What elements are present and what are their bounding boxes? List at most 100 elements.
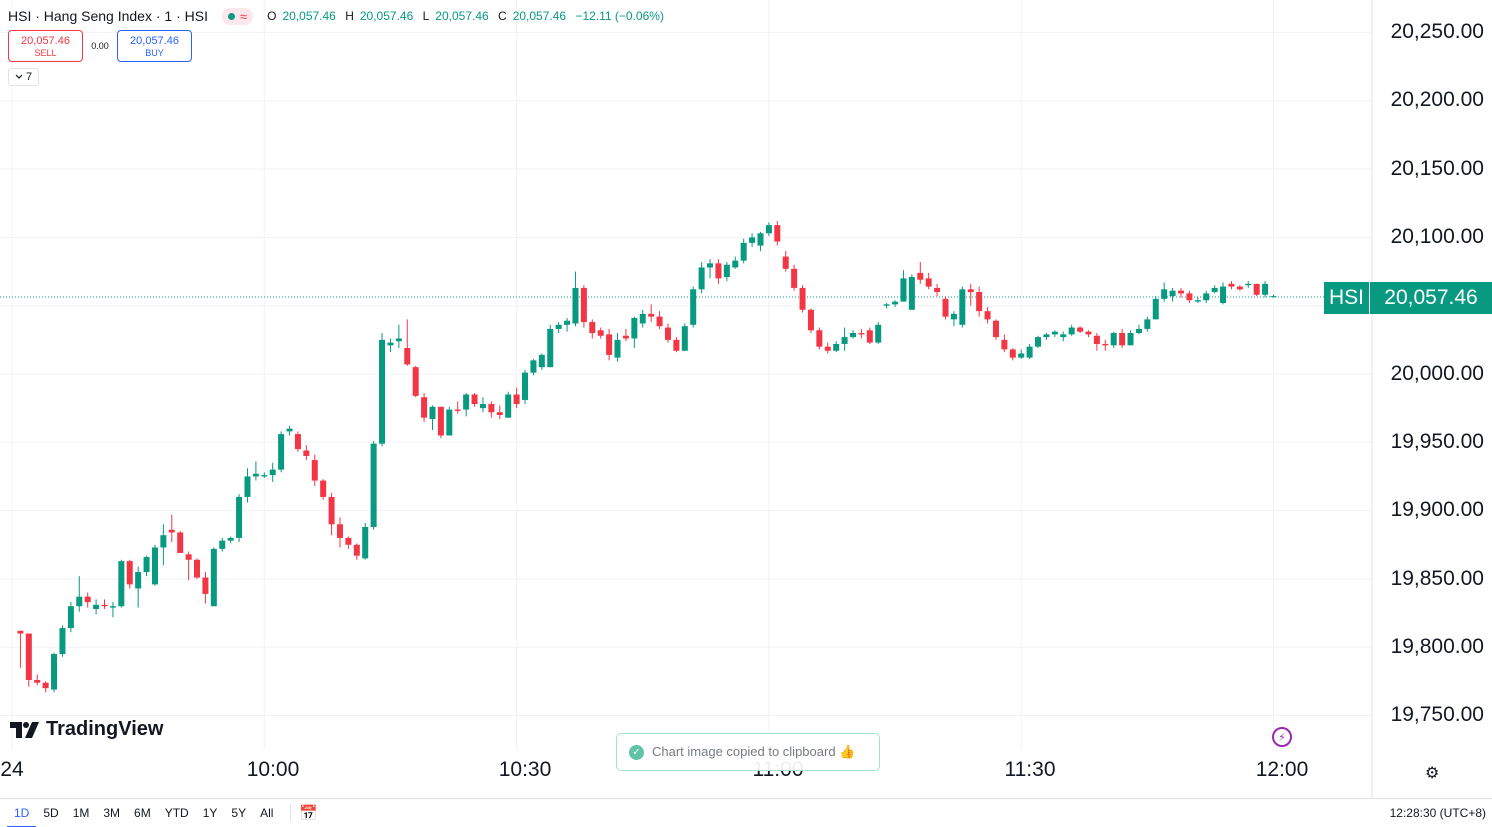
tradingview-logo[interactable]: TradingView <box>10 718 163 741</box>
lightning-icon[interactable]: ⚡ <box>1272 727 1292 747</box>
open-value: 20,057.46 <box>282 9 336 23</box>
timezone-clock[interactable]: 12:28:30 (UTC+8) <box>1389 806 1486 820</box>
indicators-collapse-button[interactable]: 7 <box>8 68 39 86</box>
candle-body <box>698 267 705 290</box>
candle-body <box>1228 283 1235 287</box>
candle-body <box>1245 283 1252 286</box>
candle-body <box>992 320 999 338</box>
price-axis-label: 20,200.00 <box>1390 88 1484 111</box>
candle-up <box>522 369 529 405</box>
candle-down <box>656 311 663 329</box>
range-1m-button[interactable]: 1M <box>72 805 90 820</box>
candle-up <box>151 544 158 586</box>
candle-body <box>505 394 512 418</box>
candle-body <box>252 473 259 477</box>
buy-button[interactable]: 20,057.46 BUY <box>117 30 192 62</box>
candle-body <box>782 256 789 269</box>
candle-up <box>395 324 402 349</box>
candle-body <box>1203 293 1210 301</box>
time-axis-label: 12:00 <box>1255 758 1309 781</box>
candle-body <box>101 604 108 607</box>
candle-body <box>681 326 688 351</box>
time-axis-label: 10:30 <box>498 758 552 781</box>
candle-body <box>799 287 806 310</box>
candle-up <box>261 472 268 478</box>
candle-down <box>488 401 495 418</box>
candle-up <box>1203 290 1210 303</box>
candle-up <box>1018 349 1025 359</box>
range-1d-button[interactable]: 1D <box>7 799 37 827</box>
range-all-button[interactable]: All <box>260 805 274 820</box>
range-5d-button[interactable]: 5D <box>43 805 59 820</box>
candle-body <box>1043 334 1050 338</box>
candle-down <box>942 296 949 320</box>
range-5y-button[interactable]: 5Y <box>231 805 247 820</box>
check-circle-icon: ✓ <box>629 744 644 760</box>
candle-up <box>547 324 554 368</box>
candle-up <box>1068 324 1075 336</box>
candle-up <box>740 238 747 264</box>
bottom-toolbar: 1D 5D 1M 3M 6M YTD 1Y 5Y All 📅 12:28:30 … <box>0 798 1492 827</box>
candle-down <box>589 319 596 339</box>
candle-body <box>1169 290 1176 297</box>
candle-body <box>715 263 722 279</box>
range-ytd-button[interactable]: YTD <box>164 805 189 820</box>
candle-body <box>387 342 394 346</box>
candle-body <box>917 272 924 280</box>
candle-body <box>639 313 646 324</box>
candle-body <box>210 548 217 607</box>
candle-down <box>648 304 655 323</box>
candle-down <box>1001 334 1008 353</box>
candle-down <box>34 674 41 686</box>
candle-up <box>219 537 226 552</box>
candle-body <box>606 334 613 355</box>
candle-body <box>177 532 184 553</box>
candle-body <box>135 572 142 589</box>
candle-down <box>513 387 520 409</box>
price-chart[interactable] <box>0 0 1492 798</box>
candle-body <box>1119 333 1126 346</box>
candle-body <box>1236 286 1243 290</box>
candle-body <box>379 339 386 444</box>
range-3m-button[interactable]: 3M <box>103 805 121 820</box>
candlestick-series <box>17 221 1277 693</box>
candle-body <box>429 406 436 420</box>
candle-up <box>1169 287 1176 302</box>
candle-body <box>1035 337 1042 347</box>
candle-down <box>866 327 873 344</box>
last-price-symbol: HSI <box>1324 282 1370 314</box>
settings-gear-icon[interactable]: ⚙ <box>1425 765 1440 782</box>
buy-label: BUY <box>145 48 164 58</box>
candle-body <box>580 287 587 323</box>
candle-body <box>1018 353 1025 358</box>
range-1y-button[interactable]: 1Y <box>202 805 218 820</box>
candle-body <box>522 372 529 400</box>
candle-up <box>362 522 369 560</box>
toolbar-divider <box>290 804 292 822</box>
indicators-count: 7 <box>25 71 33 83</box>
time-axis-label: 24 <box>0 758 24 781</box>
candle-down <box>774 221 781 246</box>
chart-legend: HSI · Hang Seng Index · 1 · HSI ≈ O 20,05… <box>8 6 664 26</box>
candle-body <box>883 304 890 306</box>
candle-up <box>278 431 285 473</box>
range-6m-button[interactable]: 6M <box>134 805 151 820</box>
candle-down <box>17 630 24 668</box>
candle-down <box>437 406 444 439</box>
sell-button[interactable]: 20,057.46 SELL <box>8 30 83 62</box>
symbol-title[interactable]: HSI · Hang Seng Index · 1 · HSI <box>8 8 208 24</box>
candle-down <box>421 393 428 422</box>
candle-up <box>505 391 512 418</box>
market-status-badge[interactable]: ≈ <box>221 7 254 25</box>
calendar-goto-date-icon[interactable]: 📅 <box>299 805 319 822</box>
candle-body <box>866 330 873 343</box>
candle-body <box>833 343 840 351</box>
candle-body <box>202 577 209 594</box>
candle-body <box>109 606 116 608</box>
low-value: 20,057.46 <box>435 9 489 23</box>
candle-body <box>446 409 453 436</box>
candle-up <box>950 311 957 327</box>
high-value: 20,057.46 <box>359 9 414 23</box>
candle-body <box>1161 289 1168 299</box>
candle-up <box>1110 331 1117 349</box>
